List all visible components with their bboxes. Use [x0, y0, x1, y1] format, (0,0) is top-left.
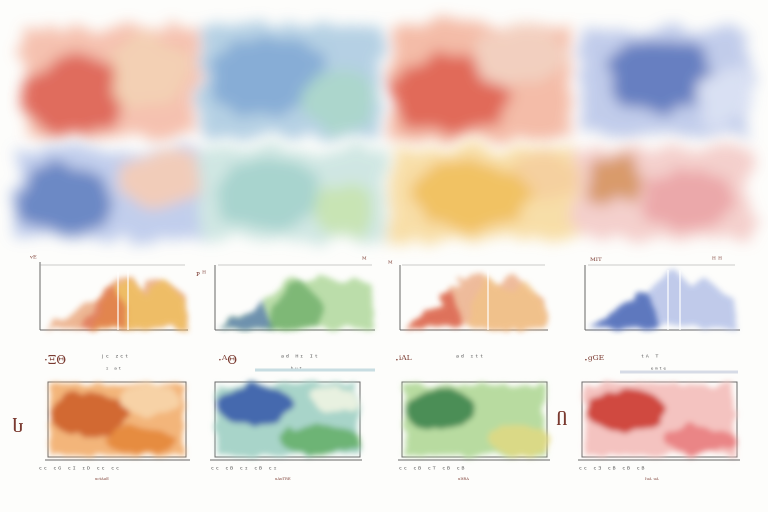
- caption-1: ·ΞΘ: [44, 353, 66, 367]
- caption-row: ·ΞΘ ʲᶜ ᶻᶜᵗ ᶦ ᵃᵗ ·ᴬΘ ᵃᵈ ᴴᶦ ᴵᵗ ᵇᵘᵗ ·ⁱᴬᴸ ᵃᵈ…: [44, 353, 738, 374]
- chart-panel-4: ᴹᴵᵀ ᴴ ᴴ: [584, 256, 740, 331]
- x-axis-3: ᶜᶜ ᶜᴮ ᶜᵀ ᶜᴮ ᶜᴮ: [398, 465, 465, 474]
- heatmap-panel-3: ᶜᶜ ᶜᴮ ᶜᵀ ᶜᴮ ᶜᴮ ᵘᴵᵗᴿᴬ: [398, 381, 550, 484]
- caption-3: ᶦ ᵃᵗ: [105, 366, 122, 374]
- caption-11: ᵉᵐᵗᵉ: [650, 366, 667, 374]
- wash-band-middle: [15, 148, 750, 240]
- chart1-tag: ᵛᴱ: [29, 254, 37, 263]
- chart-panel-1: ᵛᴱ: [29, 254, 188, 331]
- x-axis-4: ᶜᶜ ᶜᴲ ᶜᴮ ᶜᴮ ᶜᴮ: [578, 465, 645, 474]
- chart2-tag-r: ᴹ: [362, 256, 367, 264]
- side-glyph-1: Ⴑ: [12, 417, 24, 436]
- wash-band-top: [20, 25, 750, 140]
- chart-panel-2: ᴘ ᴴ ᴹ: [196, 256, 375, 331]
- caption-10: ᵗᴬ ᵀ: [640, 353, 659, 362]
- heatmap-panel-1: Ⴑ ᶜᶜ ᶜᴳ ᶜᴵ ᶦᴰ ᶜᶜ ᶜᶜ ᵘᶜᵗᴬᵘᴱ: [12, 381, 190, 484]
- chart-panel-3: ᴹ: [388, 260, 548, 331]
- caption-9: ·ᵍᴳᴱ: [584, 353, 604, 367]
- heatmap-panel-4: Ⴖ ᶜᶜ ᶜᴲ ᶜᴮ ᶜᴮ ᶜᴮ ᴵᵘᴬ ᵘᴬ: [556, 381, 740, 484]
- caption-2: ʲᶜ ᶻᶜᵗ: [100, 353, 129, 362]
- caption-8: ᵃᵈ ᶦᵗᵗ: [455, 353, 484, 362]
- chart4-tag: ᴹᴵᵀ: [590, 257, 602, 267]
- chart2-tag: ᴘ ᴴ: [196, 270, 206, 278]
- x-sub-1: ᵘᶜᵗᴬᵘᴱ: [95, 477, 109, 484]
- heatmap-panel-2: ᶜᶜ ᶜᴮ ᶜᶦ ᶜᴮ ᶜᶦ ᵘᴬᵘᵀᴿᴱ: [210, 381, 362, 484]
- x-axis-1: ᶜᶜ ᶜᴳ ᶜᴵ ᶦᴰ ᶜᶜ ᶜᶜ: [38, 465, 120, 474]
- x-sub-3: ᵘᴵᵗᴿᴬ: [458, 477, 469, 484]
- x-axis-2: ᶜᶜ ᶜᴮ ᶜᶦ ᶜᴮ ᶜᶦ: [210, 465, 277, 474]
- x-sub-4: ᴵᵘᴬ ᵘᴬ: [645, 477, 659, 484]
- chart3-tag: ᴹ: [388, 260, 393, 268]
- side-glyph-2: Ⴖ: [556, 410, 568, 429]
- x-sub-2: ᵘᴬᵘᵀᴿᴱ: [275, 477, 291, 484]
- caption-4: ·ᴬΘ: [218, 353, 237, 367]
- chart4-tag-r: ᴴ ᴴ: [712, 256, 722, 264]
- caption-5: ᵃᵈ ᴴᶦ ᴵᵗ: [280, 353, 319, 362]
- caption-7: ·ⁱᴬᴸ: [395, 353, 412, 367]
